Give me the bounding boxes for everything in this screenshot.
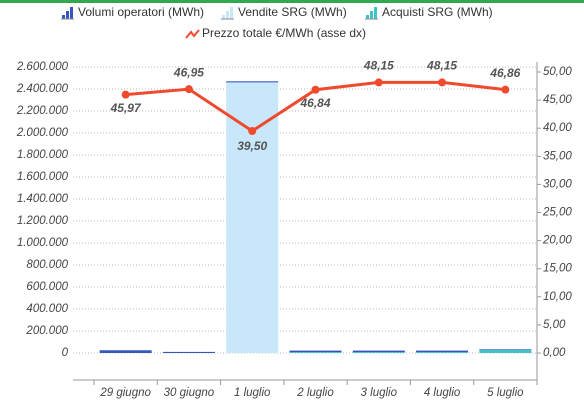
x-tick-label: 3 luglio [361,387,398,399]
legend-icon [230,7,233,19]
y2-tick-label: 10,00 [543,291,572,303]
bar [99,350,152,353]
y2-tick-label: 20,00 [542,235,572,247]
point [438,78,447,87]
value-label: 39,50 [237,139,267,153]
y-tick-label: 1.600.000 [17,171,69,183]
value-label: 46,86 [489,66,520,80]
value-label: 45,97 [110,101,142,115]
point [501,85,510,94]
y2-tick-label: 40,00 [543,122,572,134]
y-tick-label: 600.000 [26,281,68,293]
y2-tick-label: 50,00 [543,66,572,78]
y-tick-label: 2.600.000 [16,61,69,73]
bar [289,352,342,353]
y-tick-label: 2.200.000 [16,105,69,117]
y-tick-label: 200.000 [25,325,68,337]
legend-label: Vendite SRG (MWh) [238,5,347,19]
y-tick-label: 1.000.000 [17,237,69,249]
legend-icon [62,15,65,19]
value-label: 48,15 [363,59,394,73]
legend-icon [370,11,373,19]
point [248,127,257,136]
y-tick-label: 800.000 [26,259,68,271]
bar [226,82,279,354]
value-label: 46,95 [173,65,204,79]
point [311,85,320,94]
y2-tick-label: 30,00 [543,178,572,190]
legend-icon [366,15,369,19]
y-tick-label: 1.800.000 [17,149,69,161]
y2-tick-label: 25,00 [542,207,572,219]
legend-icon [66,11,69,19]
bar [416,352,469,353]
y2-tick-label: 35,00 [543,150,572,162]
y2-tick-label: 5,00 [543,319,566,331]
legend-icon [226,11,229,19]
bar [416,350,469,353]
y-tick-label: 1.400.000 [17,193,69,205]
legend-label: Volumi operatori (MWh) [78,5,204,19]
x-tick-label: 2 luglio [296,387,334,399]
y2-tick-label: 15,00 [543,263,572,275]
bar [352,350,405,353]
y-tick-label: 2.400.000 [16,83,69,95]
value-label: 46,84 [299,96,330,110]
bar [479,349,532,353]
y-tick-label: 400.000 [26,303,68,315]
bar [162,351,215,353]
point [184,85,193,94]
y-tick-label: 2.000.000 [16,127,69,139]
x-tick-label: 1 luglio [234,387,271,399]
x-tick-label: 5 luglio [487,387,524,399]
x-tick-label: 4 luglio [424,387,461,399]
y-tick-label: 0 [62,347,69,359]
y2-tick-label: 0,00 [543,347,566,359]
legend-icon [185,29,200,39]
value-label: 48,15 [426,59,457,73]
bar [352,352,405,353]
point [374,78,383,87]
legend-label: Acquisti SRG (MWh) [382,5,493,19]
x-tick-label: 30 giugno [164,387,215,399]
top-bar [0,0,584,3]
bar [479,349,532,350]
y-tick-label: 1.200.000 [17,215,69,227]
legend-label: Prezzo totale €/MWh (asse dx) [202,26,366,40]
point [121,90,130,99]
legend-icon [70,7,73,19]
legend-icon [222,15,225,19]
bar [289,350,342,353]
legend-icon [374,7,377,19]
bar [226,81,279,83]
x-tick-label: 29 giugno [99,387,151,399]
y2-tick-label: 45,00 [543,94,572,106]
